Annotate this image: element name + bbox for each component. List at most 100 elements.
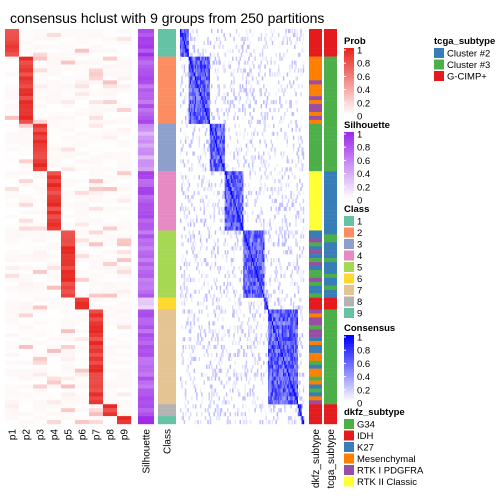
consensus-cell	[186, 408, 188, 413]
prob-cell	[61, 250, 76, 255]
consensus-cell	[209, 100, 212, 105]
consensus-cell	[290, 190, 292, 196]
prob-cell	[103, 159, 118, 164]
consensus-cell	[220, 356, 223, 361]
consensus-cell	[219, 44, 222, 49]
legend-gradient-step	[344, 168, 354, 171]
prob-cell	[103, 123, 118, 128]
prob-cell	[61, 317, 76, 322]
consensus-cell	[299, 416, 301, 421]
consensus-cell	[285, 187, 287, 192]
consensus-cell	[282, 115, 285, 121]
tcga-subtype-cell	[324, 147, 337, 152]
consensus-cell	[183, 48, 186, 53]
consensus-cell	[232, 179, 234, 184]
consensus-cell	[202, 123, 204, 128]
consensus-cell	[268, 352, 270, 358]
consensus-cell	[230, 206, 233, 211]
prob-cell	[75, 317, 90, 322]
prob-cell	[61, 289, 76, 294]
prob-cell	[19, 68, 34, 73]
consensus-cell	[180, 285, 182, 290]
prob-cell	[75, 88, 90, 93]
consensus-cell	[294, 420, 296, 425]
legend-gradient-step	[344, 398, 354, 402]
prob-cell	[47, 416, 62, 421]
consensus-cell	[187, 111, 189, 117]
prob-cell	[19, 111, 34, 117]
dkfz-subtype-cell	[309, 372, 322, 377]
consensus-cell	[208, 108, 210, 113]
consensus-cell	[295, 127, 297, 132]
consensus-cell	[287, 420, 290, 425]
consensus-cell	[239, 230, 241, 235]
consensus-cell	[292, 262, 295, 267]
consensus-cell	[275, 364, 277, 369]
consensus-cell	[261, 289, 264, 294]
prob-cell	[33, 325, 48, 330]
consensus-cell	[289, 396, 291, 401]
consensus-cell	[253, 352, 255, 358]
consensus-cell	[188, 345, 191, 350]
prob-cell	[19, 266, 34, 271]
consensus-cell	[206, 305, 208, 310]
consensus-cell	[250, 345, 253, 350]
prob-cell	[75, 384, 90, 389]
consensus-cell	[294, 230, 296, 235]
consensus-cell	[193, 190, 196, 196]
consensus-cell	[246, 60, 249, 65]
consensus-cell	[193, 246, 196, 251]
consensus-cell	[192, 88, 194, 93]
consensus-cell	[301, 305, 303, 310]
consensus-cell	[215, 345, 218, 350]
prob-cell	[117, 218, 132, 223]
class-cell	[158, 123, 176, 128]
consensus-cell	[184, 32, 187, 38]
silhouette-cell	[138, 84, 154, 89]
consensus-cell	[296, 258, 298, 263]
prob-cell	[61, 360, 76, 365]
consensus-cell	[227, 187, 229, 192]
prob-cell	[47, 139, 62, 144]
consensus-cell	[228, 214, 230, 219]
consensus-cell	[296, 187, 298, 192]
consensus-cell	[276, 190, 279, 196]
consensus-cell	[204, 100, 207, 105]
consensus-cell	[273, 108, 275, 113]
prob-cell	[75, 313, 90, 318]
consensus-cell	[254, 147, 256, 152]
consensus-cell	[238, 206, 240, 211]
consensus-cell	[182, 293, 184, 298]
consensus-cell	[203, 352, 205, 358]
consensus-cell	[284, 88, 286, 93]
tcga-subtype-cell	[324, 364, 337, 369]
prob-cell	[5, 159, 20, 164]
consensus-cell	[222, 147, 224, 152]
consensus-cell	[232, 198, 234, 203]
consensus-cell	[225, 293, 228, 298]
prob-cell	[89, 352, 104, 358]
consensus-cell	[206, 206, 208, 211]
prob-cell	[103, 127, 118, 132]
prob-cell	[117, 317, 132, 322]
prob-cell	[61, 147, 76, 152]
consensus-cell	[223, 135, 225, 140]
consensus-cell	[253, 64, 255, 69]
prob-cell	[89, 139, 104, 144]
prob-cell	[19, 396, 34, 401]
consensus-cell	[209, 147, 212, 152]
legend-label: 7	[357, 286, 362, 297]
consensus-cell	[192, 60, 194, 65]
tcga-subtype-cell	[324, 115, 337, 121]
consensus-cell	[188, 68, 191, 73]
consensus-cell	[271, 187, 274, 192]
consensus-cell	[223, 242, 225, 247]
consensus-cell	[256, 341, 259, 346]
class-cell	[158, 64, 176, 69]
consensus-cell	[187, 40, 189, 45]
class-cell	[158, 131, 176, 136]
consensus-cell	[187, 309, 189, 314]
prob-cell	[47, 175, 62, 180]
consensus-cell	[285, 388, 287, 393]
consensus-cell	[249, 111, 251, 117]
